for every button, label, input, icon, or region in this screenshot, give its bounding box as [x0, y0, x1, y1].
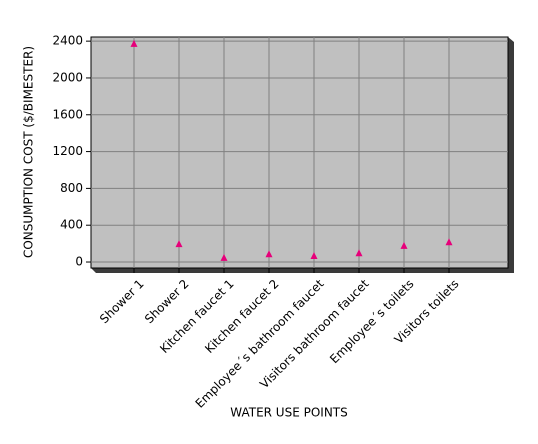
x-tick-label: Shower 1 [97, 277, 147, 327]
x-axis-title: WATER USE POINTS [230, 406, 348, 420]
y-tick-label: 400 [60, 218, 83, 232]
y-tick-label: 0 [75, 255, 83, 269]
y-tick-label: 2400 [52, 34, 83, 48]
data-point [175, 240, 183, 248]
data-point [220, 253, 228, 261]
data-point [355, 249, 363, 257]
data-point [265, 250, 273, 258]
y-axis-title: CONSUMPTION COST ($/BIMESTER) [22, 46, 36, 258]
x-tick-label: Employee´s toilets [327, 277, 416, 366]
y-tick-label: 2000 [52, 70, 83, 84]
data-point [445, 238, 453, 246]
data-point [310, 252, 318, 260]
y-tick-label: 1600 [52, 107, 83, 121]
y-tick-label: 1200 [52, 144, 83, 158]
y-tick-label: 800 [60, 181, 83, 195]
data-point [400, 241, 408, 249]
plot-area [90, 36, 509, 269]
data-point [130, 39, 138, 47]
